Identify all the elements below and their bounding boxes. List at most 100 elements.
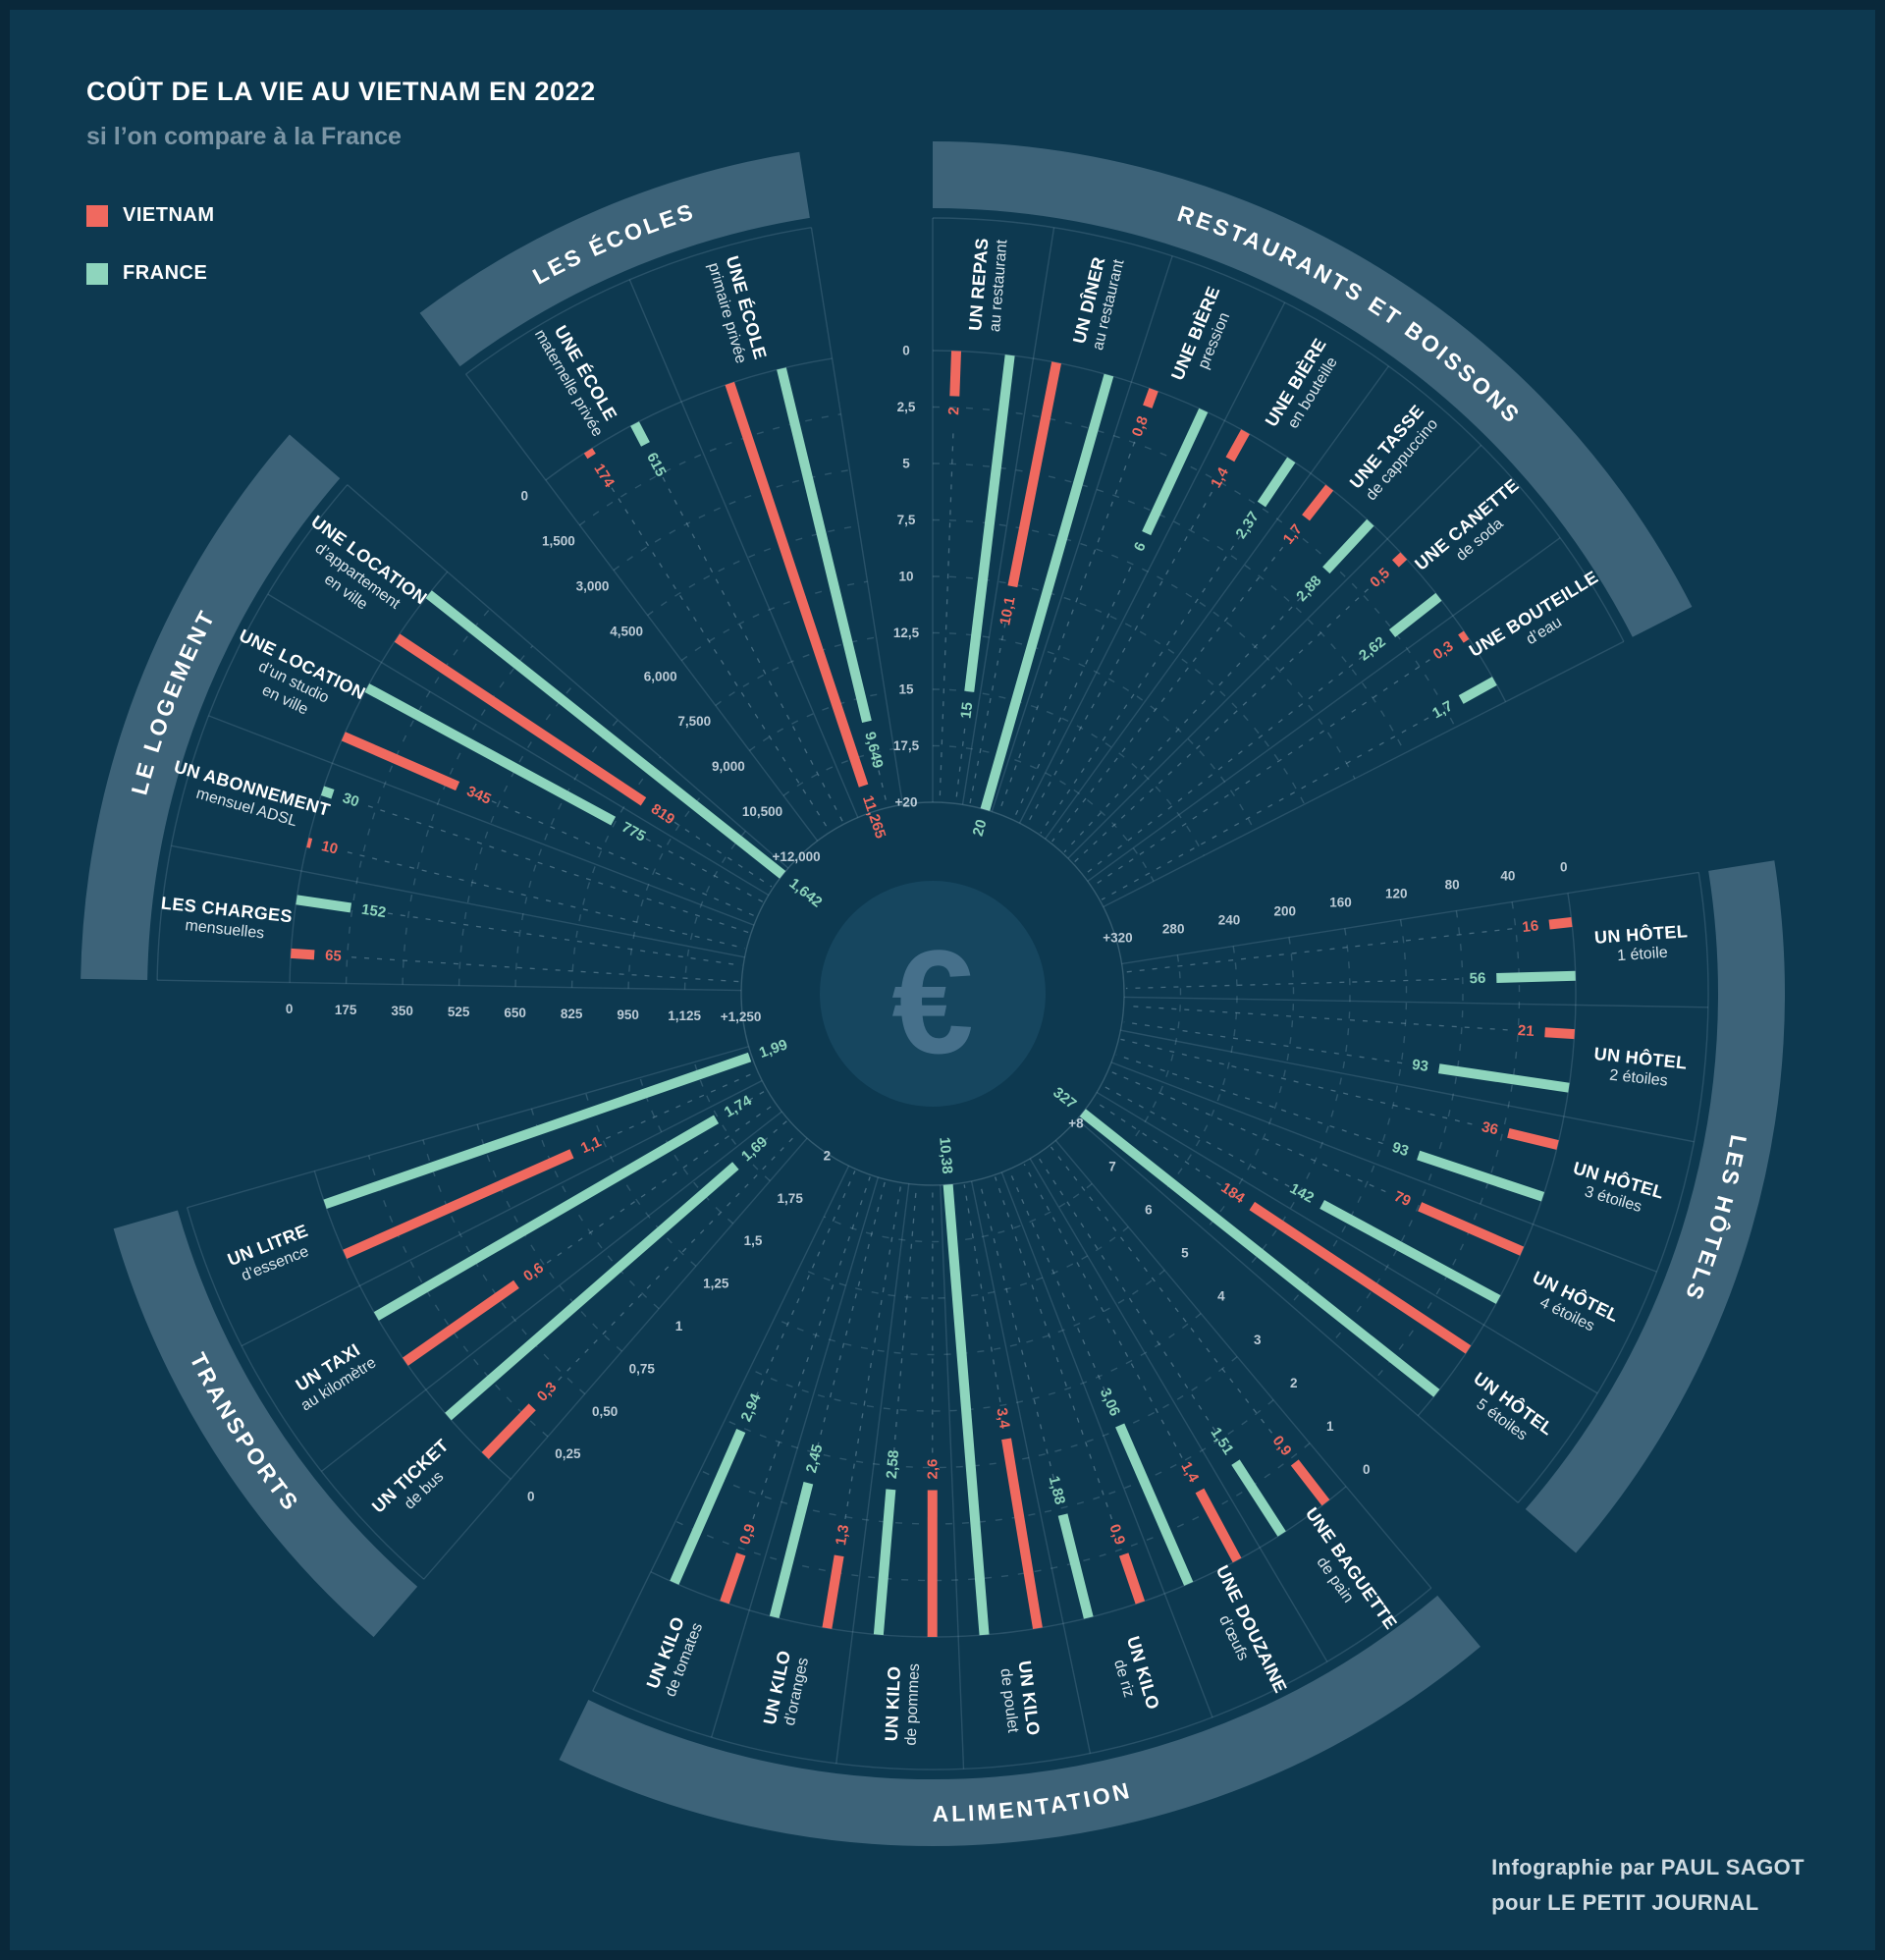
credits-line-1: Infographie par PAUL SAGOT	[1491, 1855, 1804, 1879]
bar-transports-1-vietnam	[402, 1279, 519, 1366]
bar-logement-1-vietnam	[341, 732, 460, 791]
bar-ecoles-0-vietnam	[583, 448, 596, 460]
value-label-vietnam: 1,7	[1280, 521, 1306, 548]
value-label-vietnam: 0,9	[1269, 1433, 1295, 1459]
bar-restaurants-2-vietnam	[1143, 388, 1158, 408]
axis-tick-restaurants: 17,5	[893, 738, 920, 753]
euro-icon: €	[891, 919, 973, 1084]
value-label-vietnam: 65	[325, 948, 343, 965]
axis-tick-ecoles: 3,000	[576, 579, 610, 594]
value-label-vietnam: 1,3	[833, 1524, 852, 1547]
value-label-france: 2,45	[803, 1443, 827, 1474]
value-label-france: 152	[360, 901, 387, 921]
bar-logement-3-france	[296, 895, 352, 913]
axis-tick-logement: 350	[391, 1004, 413, 1018]
axis-tick-transports: 1,25	[703, 1277, 729, 1291]
value-label-france: 9,649	[861, 731, 886, 770]
value-label-france: 1,642	[786, 875, 826, 911]
axis-tick-logement: 650	[504, 1006, 526, 1020]
bar-hotels-3-vietnam	[1418, 1202, 1525, 1256]
axis-tick-transports: 0,75	[629, 1361, 656, 1376]
item-label: UNE BIÈREen bouteille	[1261, 334, 1346, 439]
value-label-vietnam: 10,1	[996, 595, 1018, 626]
value-label-vietnam: 0,9	[736, 1522, 759, 1547]
item-label: UN HÔTEL4 étoiles	[1522, 1267, 1623, 1342]
page-subtitle: si l’on compare à la France	[86, 123, 402, 150]
bar-alimentation-1-vietnam	[822, 1554, 844, 1629]
value-label-vietnam: 1,4	[1208, 464, 1232, 491]
bar-transports-0-france	[323, 1052, 752, 1210]
item-label: UN HÔTEL3 étoiles	[1566, 1157, 1666, 1220]
item-label: UN KILOde poulet	[996, 1660, 1044, 1739]
value-label-vietnam: 11,265	[859, 793, 889, 841]
value-label-vietnam: 174	[590, 461, 618, 491]
bar-hotels-4-france	[1079, 1109, 1440, 1397]
value-label-france: 1,99	[757, 1036, 789, 1062]
credits-line-2: pour LE PETIT JOURNAL	[1491, 1890, 1759, 1915]
axis-tick-hotels: 200	[1274, 903, 1297, 918]
sector-band-restaurants	[932, 141, 1693, 637]
value-label-france: 1,69	[738, 1133, 771, 1165]
bar-restaurants-6-vietnam	[1458, 630, 1470, 643]
item-label: UNE ÉCOLEmaternelle privée	[531, 315, 625, 439]
value-label-vietnam: 0,8	[1129, 414, 1152, 439]
item-label: UN HÔTEL5 étoiles	[1459, 1368, 1557, 1454]
bar-restaurants-1-france	[980, 373, 1114, 811]
bar-restaurants-3-vietnam	[1225, 429, 1250, 463]
value-label-vietnam: 0,5	[1367, 565, 1393, 591]
bar-hotels-0-france	[1496, 970, 1576, 983]
item-label: UNE ÉCOLEprimaire privée	[705, 253, 772, 366]
item-label: UNE CANETTEde soda	[1411, 475, 1535, 588]
axis-tick-alimentation: +8	[1068, 1116, 1084, 1131]
axis-tick-ecoles: 9,000	[712, 759, 745, 774]
axis-tick-alimentation: 5	[1181, 1246, 1189, 1261]
axis-tick-hotels: 80	[1445, 877, 1460, 892]
value-label-vietnam: 184	[1218, 1179, 1249, 1207]
axis-tick-alimentation: 2	[1290, 1376, 1298, 1390]
axis-tick-restaurants: +20	[895, 795, 918, 810]
axis-tick-logement: 1,125	[668, 1008, 701, 1023]
bar-transports-2-france	[445, 1162, 739, 1421]
axis-tick-ecoles: 6,000	[644, 669, 677, 683]
value-label-france: 1,51	[1208, 1425, 1237, 1458]
value-label-france: 10,38	[936, 1136, 955, 1174]
item-label: UN LITREd’essence	[225, 1221, 317, 1286]
value-label-france: 327	[1050, 1084, 1079, 1113]
value-label-vietnam: 0,3	[534, 1379, 561, 1405]
sector-band-transports	[113, 1210, 418, 1638]
value-label-france: 15	[957, 701, 976, 720]
value-label-france: 93	[1390, 1139, 1411, 1160]
axis-tick-ecoles: 10,500	[742, 804, 782, 819]
credits: Infographie par PAUL SAGOT pour LE PETIT…	[1491, 1850, 1804, 1921]
axis-tick-transports: 1,5	[744, 1233, 763, 1248]
bar-alimentation-6-france	[1231, 1459, 1286, 1537]
sector-band-hotels	[1525, 860, 1785, 1553]
vietnam-color-swatch	[86, 204, 108, 227]
axis-tick-transports: 1,75	[778, 1191, 804, 1206]
axis-tick-logement: 950	[617, 1007, 639, 1022]
bar-alimentation-3-vietnam	[1001, 1438, 1043, 1630]
bar-alimentation-4-france	[1057, 1513, 1094, 1619]
value-label-france: 775	[619, 819, 648, 845]
item-label: UN KILOd’oranges	[760, 1649, 813, 1730]
bar-restaurants-0-france	[964, 354, 1015, 692]
bar-restaurants-2-france	[1142, 408, 1209, 536]
bar-restaurants-0-vietnam	[949, 351, 961, 397]
value-label-vietnam: 0,9	[1105, 1522, 1128, 1547]
value-label-france: 56	[1469, 970, 1485, 987]
axis-tick-transports: 1	[675, 1319, 683, 1334]
item-label: UNE BIÈREpression	[1166, 283, 1240, 390]
axis-tick-alimentation: 7	[1108, 1160, 1116, 1174]
axis-tick-logement: 525	[448, 1005, 470, 1019]
axis-tick-logement: +1,250	[721, 1009, 762, 1024]
item-label: UN KILOde tomates	[642, 1612, 706, 1699]
bar-restaurants-5-vietnam	[1391, 552, 1408, 568]
value-label-vietnam: 16	[1522, 917, 1539, 936]
item-label: UN HÔTEL2 étoiles	[1591, 1043, 1689, 1091]
axis-tick-restaurants: 12,5	[893, 626, 920, 640]
bar-restaurants-4-france	[1322, 518, 1374, 574]
axis-tick-hotels: 40	[1500, 868, 1515, 883]
bar-restaurants-3-france	[1257, 457, 1296, 508]
bar-hotels-2-france	[1417, 1150, 1545, 1202]
legend-item-france: FRANCE	[86, 262, 215, 285]
